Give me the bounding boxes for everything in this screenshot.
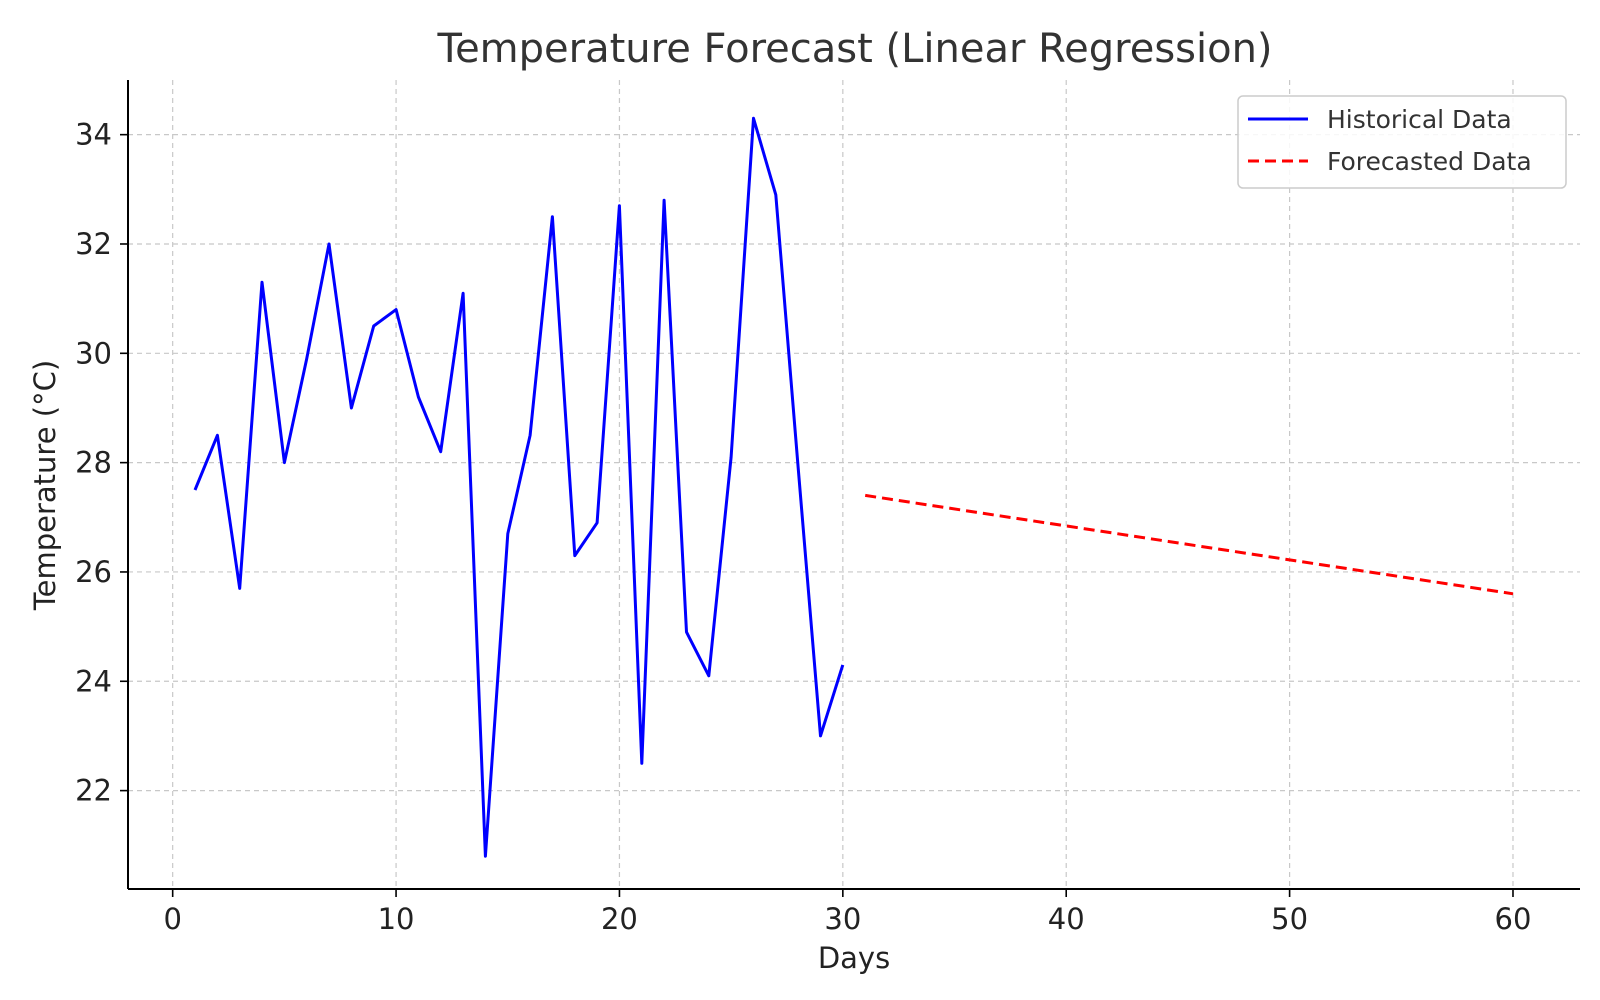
chart-title: Temperature Forecast (Linear Regression) (436, 26, 1272, 72)
x-tick-label: 30 (824, 902, 861, 936)
forecasted-data-line (864, 493, 1514, 596)
series-layer (193, 116, 1514, 858)
x-tick-label: 40 (1048, 902, 1085, 936)
x-tick-label: 50 (1271, 902, 1308, 936)
y-tick-label: 24 (75, 664, 112, 698)
y-tick-label: 22 (75, 774, 112, 808)
legend: Historical Data Forecasted Data (1237, 95, 1567, 189)
legend-label-forecast: Forecasted Data (1327, 147, 1532, 176)
y-axis-label: Temperature (°C) (28, 360, 62, 611)
y-tick-label: 32 (75, 227, 112, 261)
grid (128, 80, 1580, 889)
x-tick-label: 20 (601, 902, 638, 936)
legend-label-historical: Historical Data (1327, 105, 1512, 134)
x-tick-label: 60 (1495, 902, 1532, 936)
legend-box (1237, 95, 1567, 189)
y-tick-label: 26 (75, 555, 112, 589)
y-axis-ticks: 22 24 26 28 30 32 34 (75, 118, 128, 808)
x-axis-label: Days (818, 941, 890, 975)
y-tick-label: 34 (75, 118, 112, 152)
x-tick-label: 0 (163, 902, 181, 936)
historical-data-line (193, 116, 845, 858)
y-tick-label: 28 (75, 446, 112, 480)
x-axis-ticks: 0 10 20 30 40 50 60 (163, 889, 1531, 936)
x-tick-label: 10 (378, 902, 415, 936)
y-tick-label: 30 (75, 336, 112, 370)
